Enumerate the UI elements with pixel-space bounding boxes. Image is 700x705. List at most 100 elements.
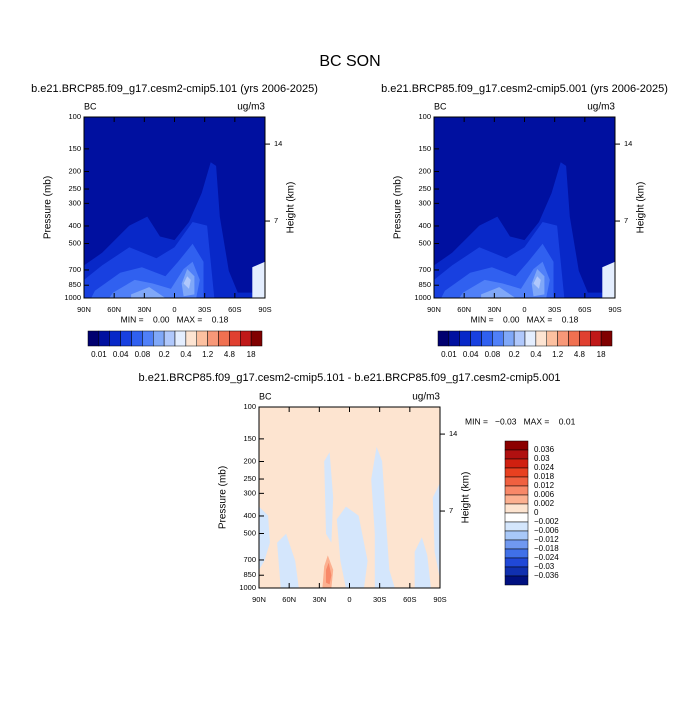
y-tick-label: 500 xyxy=(418,238,431,247)
colorbar-label: 0.08 xyxy=(485,350,501,359)
colorbar-box xyxy=(131,330,143,347)
y2-tick-label: 7 xyxy=(624,216,628,225)
stats: MIN = −0.03 MAX = 0.01 xyxy=(465,416,576,426)
colorbar-label: 0.2 xyxy=(159,350,171,359)
y-tick-label: 150 xyxy=(243,434,256,443)
x-tick-label: 90N xyxy=(77,305,91,314)
colorbar-box xyxy=(142,330,154,347)
y-tick-label: 500 xyxy=(68,238,81,247)
y-tick-label: 150 xyxy=(68,144,81,153)
x-tick-label: 30S xyxy=(373,595,386,604)
colorbar-label: 0.006 xyxy=(534,490,555,499)
y2-axis-title: Height (km) xyxy=(461,472,472,524)
y-tick-label: 100 xyxy=(243,402,256,411)
y-tick-label: 250 xyxy=(418,184,431,193)
contour-fill xyxy=(336,506,368,588)
y-axis-title: Pressure (mb) xyxy=(393,176,404,239)
colorbar-box xyxy=(196,330,208,347)
contour-fill xyxy=(533,276,541,289)
contour-fill xyxy=(602,261,615,298)
colorbar-label: −0.006 xyxy=(534,526,559,535)
contour-fill xyxy=(371,446,395,588)
panel: b.e21.BRCP85.f09_g17.cesm2-cmip5.001 (yr… xyxy=(381,83,668,359)
colorbar-label: 18 xyxy=(597,350,606,359)
y-axis-title: Pressure (mb) xyxy=(218,466,229,529)
x-tick-label: 0 xyxy=(347,595,351,604)
colorbar-box xyxy=(600,330,613,347)
y-tick-label: 300 xyxy=(243,488,256,497)
x-tick-label: 30N xyxy=(487,305,501,314)
colorbar-box xyxy=(579,330,591,347)
y-tick-label: 1000 xyxy=(414,293,431,302)
colorbar-box xyxy=(504,512,529,523)
y-tick-label: 850 xyxy=(418,280,431,289)
colorbar-box xyxy=(504,521,529,532)
colorbar-box xyxy=(207,330,219,347)
contour-fill xyxy=(459,261,550,298)
colorbar-box xyxy=(240,330,252,347)
colorbar-label: −0.024 xyxy=(534,553,559,562)
colorbar-label: 0.04 xyxy=(463,350,479,359)
colorbar-box xyxy=(504,548,529,559)
y2-tick-label: 14 xyxy=(449,429,457,438)
colorbar-label: 1.2 xyxy=(202,350,214,359)
colorbar-label: −0.012 xyxy=(534,535,559,544)
page-title: BC SON xyxy=(319,53,380,70)
colorbar-box xyxy=(481,330,493,347)
colorbar-label: 0 xyxy=(534,508,539,517)
x-tick-label: 60S xyxy=(578,305,591,314)
colorbar-box xyxy=(504,440,529,451)
y2-axis-title: Height (km) xyxy=(636,182,647,234)
colorbar-label: 0.4 xyxy=(530,350,542,359)
x-tick-label: 60S xyxy=(228,305,241,314)
contour-fill xyxy=(481,287,516,298)
units-label: ug/m3 xyxy=(237,102,265,113)
colorbar-box xyxy=(504,458,529,469)
colorbar-box xyxy=(513,330,526,347)
y-tick-label: 400 xyxy=(243,511,256,520)
colorbar-box xyxy=(98,330,110,347)
colorbar-box xyxy=(504,575,529,586)
panel-title: b.e21.BRCP85.f09_g17.cesm2-cmip5.001 (yr… xyxy=(381,83,668,95)
colorbar-box xyxy=(504,539,529,550)
colorbar-box xyxy=(504,476,529,487)
x-tick-label: 60N xyxy=(107,305,121,314)
colorbar-box xyxy=(120,330,132,347)
x-tick-label: 30S xyxy=(198,305,211,314)
colorbar-label: 0.036 xyxy=(534,445,555,454)
colorbar-box xyxy=(185,330,197,347)
y-tick-label: 850 xyxy=(68,280,81,289)
colorbar-box xyxy=(218,330,230,347)
contour-fill xyxy=(131,287,166,298)
colorbar-box xyxy=(459,330,471,347)
y-tick-label: 400 xyxy=(418,221,431,230)
colorbar-box xyxy=(163,330,176,347)
variable-label: BC xyxy=(434,101,447,111)
colorbar-box xyxy=(504,530,529,541)
y-tick-label: 100 xyxy=(418,112,431,121)
y-tick-label: 400 xyxy=(68,221,81,230)
colorbar-box xyxy=(250,330,263,347)
colorbar-box xyxy=(504,566,529,577)
y-tick-label: 250 xyxy=(243,474,256,483)
panel: b.e21.BRCP85.f09_g17.cesm2-cmip5.101 (yr… xyxy=(31,83,318,359)
y2-axis-title: Height (km) xyxy=(286,182,297,234)
colorbar-label: 1.2 xyxy=(552,350,564,359)
x-tick-label: 60S xyxy=(403,595,416,604)
colorbar-box xyxy=(492,330,504,347)
x-tick-label: 90S xyxy=(258,305,271,314)
y-tick-label: 250 xyxy=(68,184,81,193)
y-tick-label: 200 xyxy=(243,456,256,465)
colorbar-label: 18 xyxy=(247,350,256,359)
contour-fill xyxy=(324,452,334,543)
colorbar-label: 0.024 xyxy=(534,463,555,472)
colorbar-label: −0.036 xyxy=(534,571,559,580)
y-tick-label: 700 xyxy=(243,555,256,564)
y-tick-label: 300 xyxy=(68,198,81,207)
colorbar-box xyxy=(590,330,602,347)
y2-tick-label: 14 xyxy=(624,139,632,148)
colorbar-label: 0.01 xyxy=(91,350,107,359)
x-tick-label: 90S xyxy=(608,305,621,314)
y-tick-label: 100 xyxy=(68,112,81,121)
colorbar-box xyxy=(535,330,547,347)
